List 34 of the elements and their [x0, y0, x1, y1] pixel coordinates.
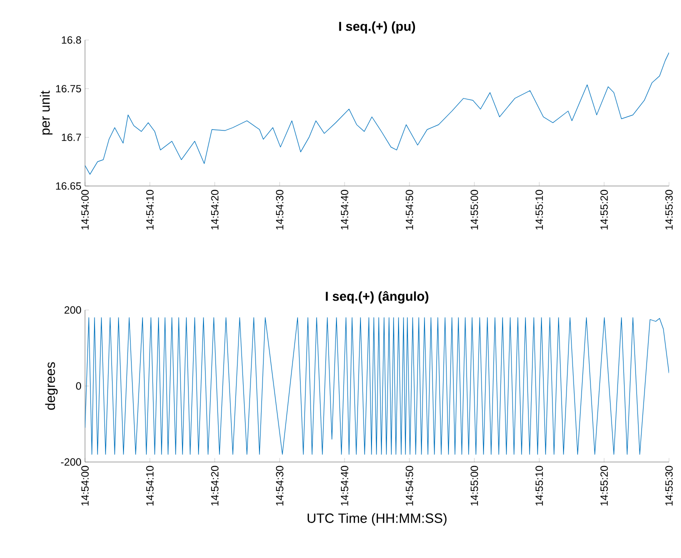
- x-tick-label: 14:55:30: [665, 190, 673, 230]
- line-series: [85, 52, 670, 175]
- x-tick-label: 14:54:50: [406, 190, 414, 230]
- y-axis-title: degrees: [45, 362, 58, 410]
- y-tick-label: 0: [76, 382, 82, 390]
- x-tick-label: 14:54:00: [81, 190, 89, 230]
- x-tick-label: 14:54:30: [276, 466, 284, 506]
- x-tick-label: 14:54:20: [211, 466, 218, 506]
- y-tick-label: -200: [61, 458, 82, 466]
- x-tick-label: 14:55:10: [536, 466, 543, 506]
- y-tick-label: 200: [64, 306, 82, 314]
- x-tick-label: 14:54:50: [406, 466, 414, 506]
- y-tick-label: 16.7: [62, 134, 81, 142]
- x-tick-label: 14:55:10: [536, 190, 543, 230]
- x-tick-label: 14:55:20: [600, 466, 608, 506]
- y-tick-label: 16.8: [62, 36, 82, 44]
- x-tick-label: 14:55:00: [470, 190, 478, 230]
- x-tick-label: 14:54:10: [146, 190, 154, 230]
- x-tick-label: 14:54:30: [276, 190, 284, 230]
- x-tick-label: 14:55:00: [470, 466, 478, 506]
- y-tick-label: 16.65: [56, 182, 82, 190]
- x-axis-title: UTC Time (HH:MM:SS): [308, 513, 447, 526]
- x-tick-label: 14:54:20: [211, 190, 218, 230]
- line-series: [85, 317, 670, 455]
- y-tick-label: 16.75: [56, 84, 82, 92]
- x-tick-label: 14:55:30: [665, 466, 673, 506]
- x-tick-label: 14:54:40: [340, 466, 348, 506]
- x-tick-label: 14:54:10: [146, 466, 154, 506]
- chart-title: I seq.(+) (ângulo): [326, 291, 428, 304]
- x-tick-label: 14:54:40: [340, 190, 348, 230]
- chart-title: I seq.(+) (pu): [339, 21, 416, 34]
- x-tick-label: 14:55:20: [600, 190, 608, 230]
- y-axis-title: per unit: [40, 90, 52, 135]
- x-tick-label: 14:54:00: [81, 466, 89, 506]
